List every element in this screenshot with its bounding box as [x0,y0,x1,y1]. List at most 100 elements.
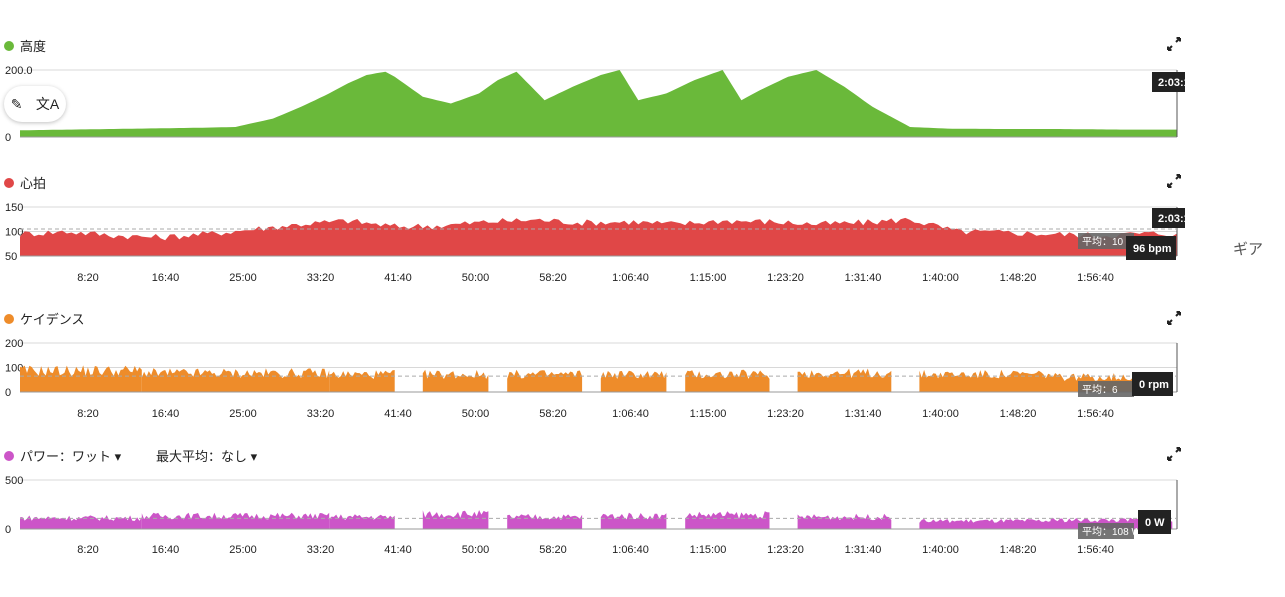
expand-power-icon[interactable] [1167,447,1181,461]
x-tick-label: 41:40 [384,272,412,284]
x-tick-label: 1:40:00 [922,544,959,556]
magic-wand-icon[interactable]: ✎ [10,95,23,112]
x-tick-label: 1:48:20 [1000,544,1037,556]
value-badge [1132,372,1173,396]
translate-icon[interactable]: 文A [35,96,60,112]
x-tick-label: 16:40 [152,272,180,284]
x-tick-label: 1:23:20 [767,544,804,556]
series-segment [141,368,330,392]
series-area [20,70,1177,137]
y-tick-label: 200.0 [5,65,33,77]
value-label: 0 rpm [1139,379,1169,391]
x-tick-label: 1:06:40 [612,544,649,556]
cursor-time-label: 2:03:1 [1158,213,1190,225]
elevation-label: 高度 [20,39,47,54]
series-segment [797,368,892,392]
x-tick-label: 8:20 [77,544,98,556]
gear-label: ギア [1233,241,1264,258]
x-tick-label: 25:00 [229,272,257,284]
x-tick-label: 58:20 [539,544,567,556]
x-tick-label: 1:40:00 [922,272,959,284]
expand-heart-rate-icon[interactable] [1167,174,1181,188]
average-label: 平均：108 W [1082,526,1141,538]
average-badge [1078,523,1134,539]
x-tick-label: 1:56:40 [1077,272,1114,284]
x-tick-label: 1:48:20 [1000,408,1037,420]
cursor-time-label: 2:03:1 [1158,77,1190,89]
x-tick-label: 1:48:20 [1000,272,1037,284]
y-tick-label: 0 [5,524,11,536]
y-tick-label: 200 [5,338,23,350]
series-segment [329,514,395,529]
value-label: 96 bpm [1133,243,1172,255]
x-tick-label: 50:00 [462,544,490,556]
series-segment [422,369,489,392]
value-badge [1126,236,1176,260]
x-tick-label: 41:40 [384,544,412,556]
series-segment [685,369,770,392]
value-badge [1138,510,1171,534]
power-legend-dot [4,450,14,461]
cadence-title: ケイデンス [4,309,84,328]
y-tick-label: 100 [5,363,23,375]
average-badge [1078,381,1134,397]
cadence-legend-dot [4,313,14,324]
series-segment [422,510,489,529]
x-tick-label: 50:00 [462,272,490,284]
x-tick-label: 8:20 [77,408,98,420]
y-tick-label: 150 [5,202,23,214]
x-tick-label: 1:31:40 [845,272,882,284]
series-segment [600,370,667,392]
series-segment [685,511,770,529]
y-tick-label: 0 [5,387,11,399]
elevation-legend-dot [4,40,14,51]
series-segment [797,513,892,529]
x-tick-label: 25:00 [229,544,257,556]
y-tick-label: 500 [5,475,23,487]
series-segment [507,369,583,392]
heart-rate-legend-dot [4,177,14,188]
average-label: 平均：10 [1082,236,1124,248]
x-tick-label: 58:20 [539,272,567,284]
series-segment [919,518,1051,529]
x-tick-label: 33:20 [307,544,335,556]
expand-cadence-icon[interactable] [1167,311,1181,325]
max-average-dropdown[interactable]: 最大平均：なし ▾ [156,449,258,464]
power-metric-dropdown[interactable]: パワー：ワット ▾ [20,449,122,464]
x-tick-label: 33:20 [307,408,335,420]
x-tick-label: 1:56:40 [1077,408,1114,420]
x-tick-label: 50:00 [462,408,490,420]
x-tick-label: 16:40 [152,408,180,420]
power-title[interactable]: パワー：ワット ▾ [4,446,121,465]
series-area [20,217,1177,256]
y-tick-label: 0 [5,132,11,144]
series-segment [20,515,142,529]
x-tick-label: 25:00 [229,408,257,420]
x-tick-label: 8:20 [77,272,98,284]
series-segment [141,512,330,529]
value-label: 0 W [1145,517,1165,529]
x-tick-label: 16:40 [152,544,180,556]
x-tick-label: 1:23:20 [767,272,804,284]
x-tick-label: 1:06:40 [612,408,649,420]
x-tick-label: 1:31:40 [845,544,882,556]
series-segment [600,512,667,529]
average-badge [1078,233,1134,249]
x-tick-label: 41:40 [384,408,412,420]
cursor-time-badge [1152,208,1185,228]
x-tick-label: 1:06:40 [612,272,649,284]
expand-elevation-icon[interactable] [1167,37,1181,51]
x-tick-label: 33:20 [307,272,335,284]
x-tick-label: 1:40:00 [922,408,959,420]
series-segment [507,514,583,529]
heart-rate-label: 心拍 [20,176,47,191]
x-tick-label: 1:23:20 [767,408,804,420]
x-tick-label: 1:56:40 [1077,544,1114,556]
x-tick-label: 1:15:00 [690,408,727,420]
series-segment [919,369,1051,392]
series-segment [20,365,142,392]
x-tick-label: 58:20 [539,408,567,420]
y-tick-label: 100 [5,227,23,239]
x-tick-label: 1:15:00 [690,272,727,284]
